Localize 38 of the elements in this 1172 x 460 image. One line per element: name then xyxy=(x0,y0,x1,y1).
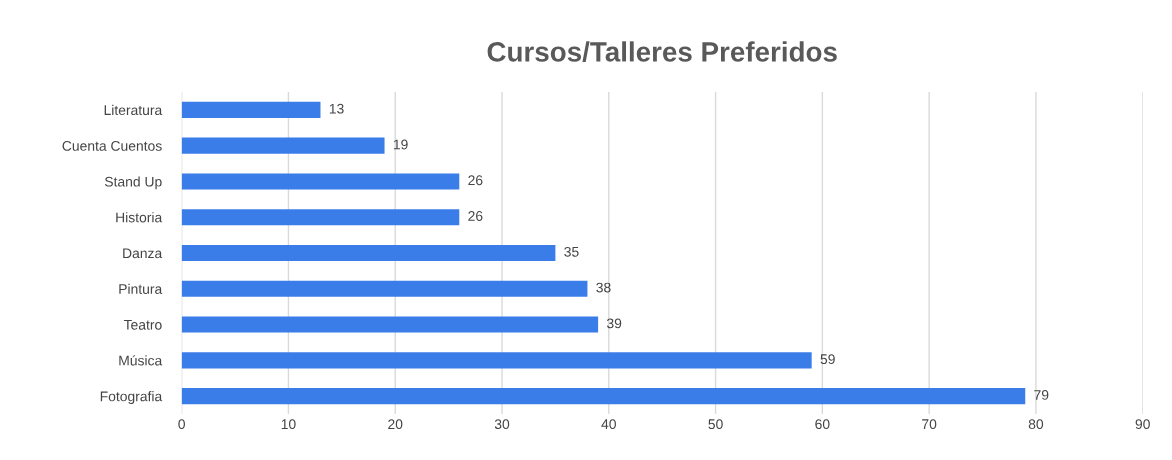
bar xyxy=(181,388,1026,405)
bar xyxy=(181,244,556,262)
x-tick-label: 60 xyxy=(815,419,830,430)
chart-title: Cursos/Talleres Preferidos xyxy=(487,41,837,62)
x-tick-label: 50 xyxy=(708,419,723,430)
bar xyxy=(181,352,812,369)
data-label: 38 xyxy=(596,282,611,293)
bar xyxy=(181,101,321,118)
y-tick-label: Stand Up xyxy=(104,176,162,190)
x-tick-label: 90 xyxy=(1135,419,1150,430)
y-tick-label: Cuenta Cuentos xyxy=(62,141,162,151)
y-tick-label: Fotografia xyxy=(100,391,163,405)
y-tick-label: Historia xyxy=(116,212,163,223)
data-label: 59 xyxy=(820,354,835,365)
x-tick-label: 20 xyxy=(388,419,403,430)
data-label: 26 xyxy=(468,211,483,221)
x-tick-label: 10 xyxy=(281,419,296,430)
bar xyxy=(181,280,588,297)
bar xyxy=(181,209,460,226)
data-label: 79 xyxy=(1034,390,1049,400)
x-tick-label: 0 xyxy=(178,419,185,430)
bar xyxy=(181,316,599,333)
data-label: 19 xyxy=(393,139,408,150)
y-tick-label: Pintura xyxy=(119,283,163,294)
bar xyxy=(181,173,460,190)
y-tick-label: Música xyxy=(119,355,163,366)
data-label: 35 xyxy=(564,246,579,257)
x-tick-label: 40 xyxy=(601,419,616,430)
x-tick-label: 30 xyxy=(494,419,510,430)
bar xyxy=(181,137,385,154)
data-label: 26 xyxy=(468,175,483,186)
x-tick-label: 70 xyxy=(922,419,937,430)
data-label: 39 xyxy=(606,318,622,329)
y-tick-label: Literatura xyxy=(104,104,163,116)
y-tick-label: Teatro xyxy=(123,320,162,330)
y-tick-label: Danza xyxy=(123,248,163,259)
data-label: 13 xyxy=(329,103,344,114)
x-tick-label: 80 xyxy=(1028,419,1044,430)
